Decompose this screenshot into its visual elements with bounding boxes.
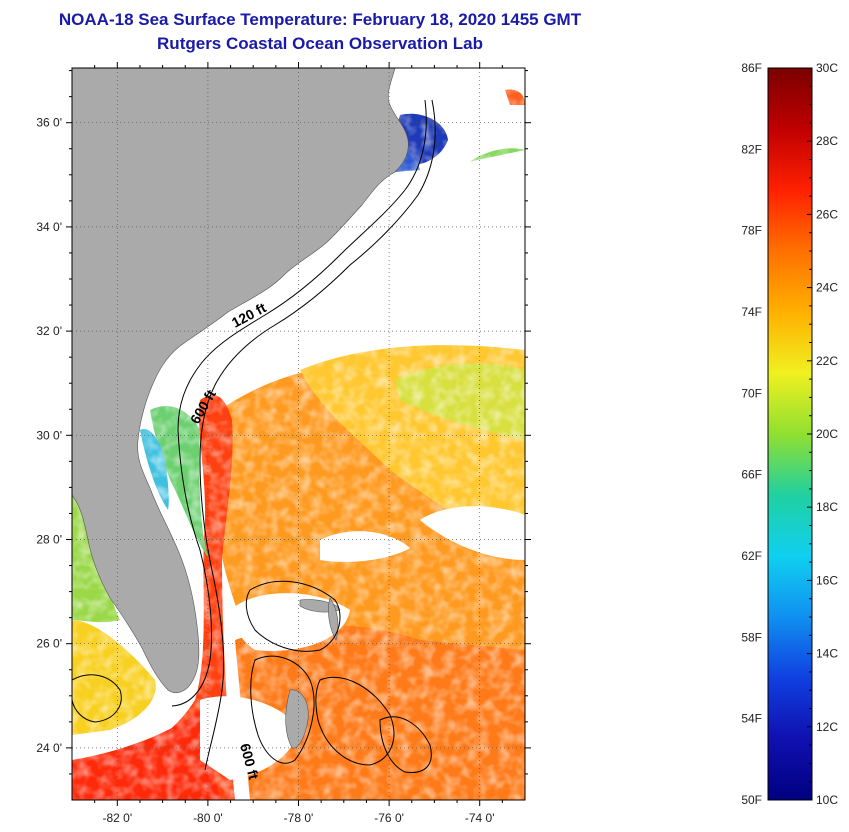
contour-600ft [199, 99, 436, 771]
lat-tick-label: 26 0' [36, 637, 62, 651]
colorbar-ticks: 86F 82F 78F 74F 70F 66F 62F 58F 54F 50F 30C 28C 26C 2… [741, 61, 838, 807]
colorbar-fahrenheit-label: 70F [741, 386, 762, 400]
lat-tick-label: 34 0' [36, 220, 62, 234]
bathymetry-contours [72, 99, 436, 774]
colorbar-scale [767, 67, 813, 801]
colorbar-celsius-label: 18C [816, 500, 838, 514]
colorbar-celsius-label: 16C [816, 573, 838, 587]
contour-bahamas-1 [245, 580, 341, 652]
lat-tick-label: 30 0' [36, 428, 62, 442]
contour-120ft [171, 99, 427, 707]
colorbar-fahrenheit-label: 82F [741, 142, 762, 156]
lat-tick-label: 28 0' [36, 533, 62, 547]
colorbar-celsius-label: 28C [816, 134, 838, 148]
map-axes: 36 0' 34 0' 32 0' 30 0' 28 0' 26 0' 24 0' -82 0… [36, 62, 531, 825]
map-title: NOAA-18 Sea Surface Temperature: Februar… [58, 10, 582, 29]
colorbar-fahrenheit-label: 86F [741, 61, 762, 75]
contour-bahamas-2 [250, 655, 315, 764]
colorbar: 86F 82F 78F 74F 70F 66F 62F 58F 54F 50F 30C 28C 26C 2… [741, 61, 838, 807]
lon-tick-label: -74 0' [465, 811, 495, 825]
land-us-east-coast [72, 68, 409, 693]
colorbar-fahrenheit-label: 78F [741, 224, 762, 238]
colorbar-fahrenheit-label: 66F [741, 468, 762, 482]
land-abaco [328, 597, 339, 641]
colorbar-celsius-label: 14C [816, 647, 838, 661]
contour-bahamas-3 [315, 676, 395, 766]
lat-tick-label: 24 0' [36, 741, 62, 755]
colorbar-fahrenheit-label: 50F [741, 793, 762, 807]
map-panel: 120 ft 600 ft 600 ft [72, 68, 525, 800]
lat-tick-label: 36 0' [36, 116, 62, 130]
lon-tick-label: -78 0' [284, 811, 314, 825]
map-subtitle: Rutgers Coastal Ocean Observation Lab [157, 34, 483, 53]
colorbar-fahrenheit-label: 58F [741, 630, 762, 644]
land-andros-island [285, 689, 309, 749]
colorbar-fahrenheit-label: 74F [741, 305, 762, 319]
lat-tick-label: 32 0' [36, 324, 62, 338]
colorbar-celsius-label: 30C [816, 61, 838, 75]
colorbar-fahrenheit-label: 54F [741, 712, 762, 726]
colorbar-celsius-label: 26C [816, 207, 838, 221]
colorbar-celsius-label: 20C [816, 427, 838, 441]
lon-tick-label: -82 0' [102, 811, 132, 825]
colorbar-celsius-label: 10C [816, 793, 838, 807]
colorbar-celsius-label: 22C [816, 354, 838, 368]
lon-tick-label: -80 0' [193, 811, 223, 825]
contour-bahamas-4 [379, 716, 432, 774]
colorbar-celsius-label: 12C [816, 720, 838, 734]
colorbar-fahrenheit-label: 62F [741, 549, 762, 563]
lon-tick-label: -76 0' [374, 811, 404, 825]
land [72, 68, 409, 749]
contour-gulf [72, 674, 122, 723]
colorbar-celsius-label: 24C [816, 281, 838, 295]
